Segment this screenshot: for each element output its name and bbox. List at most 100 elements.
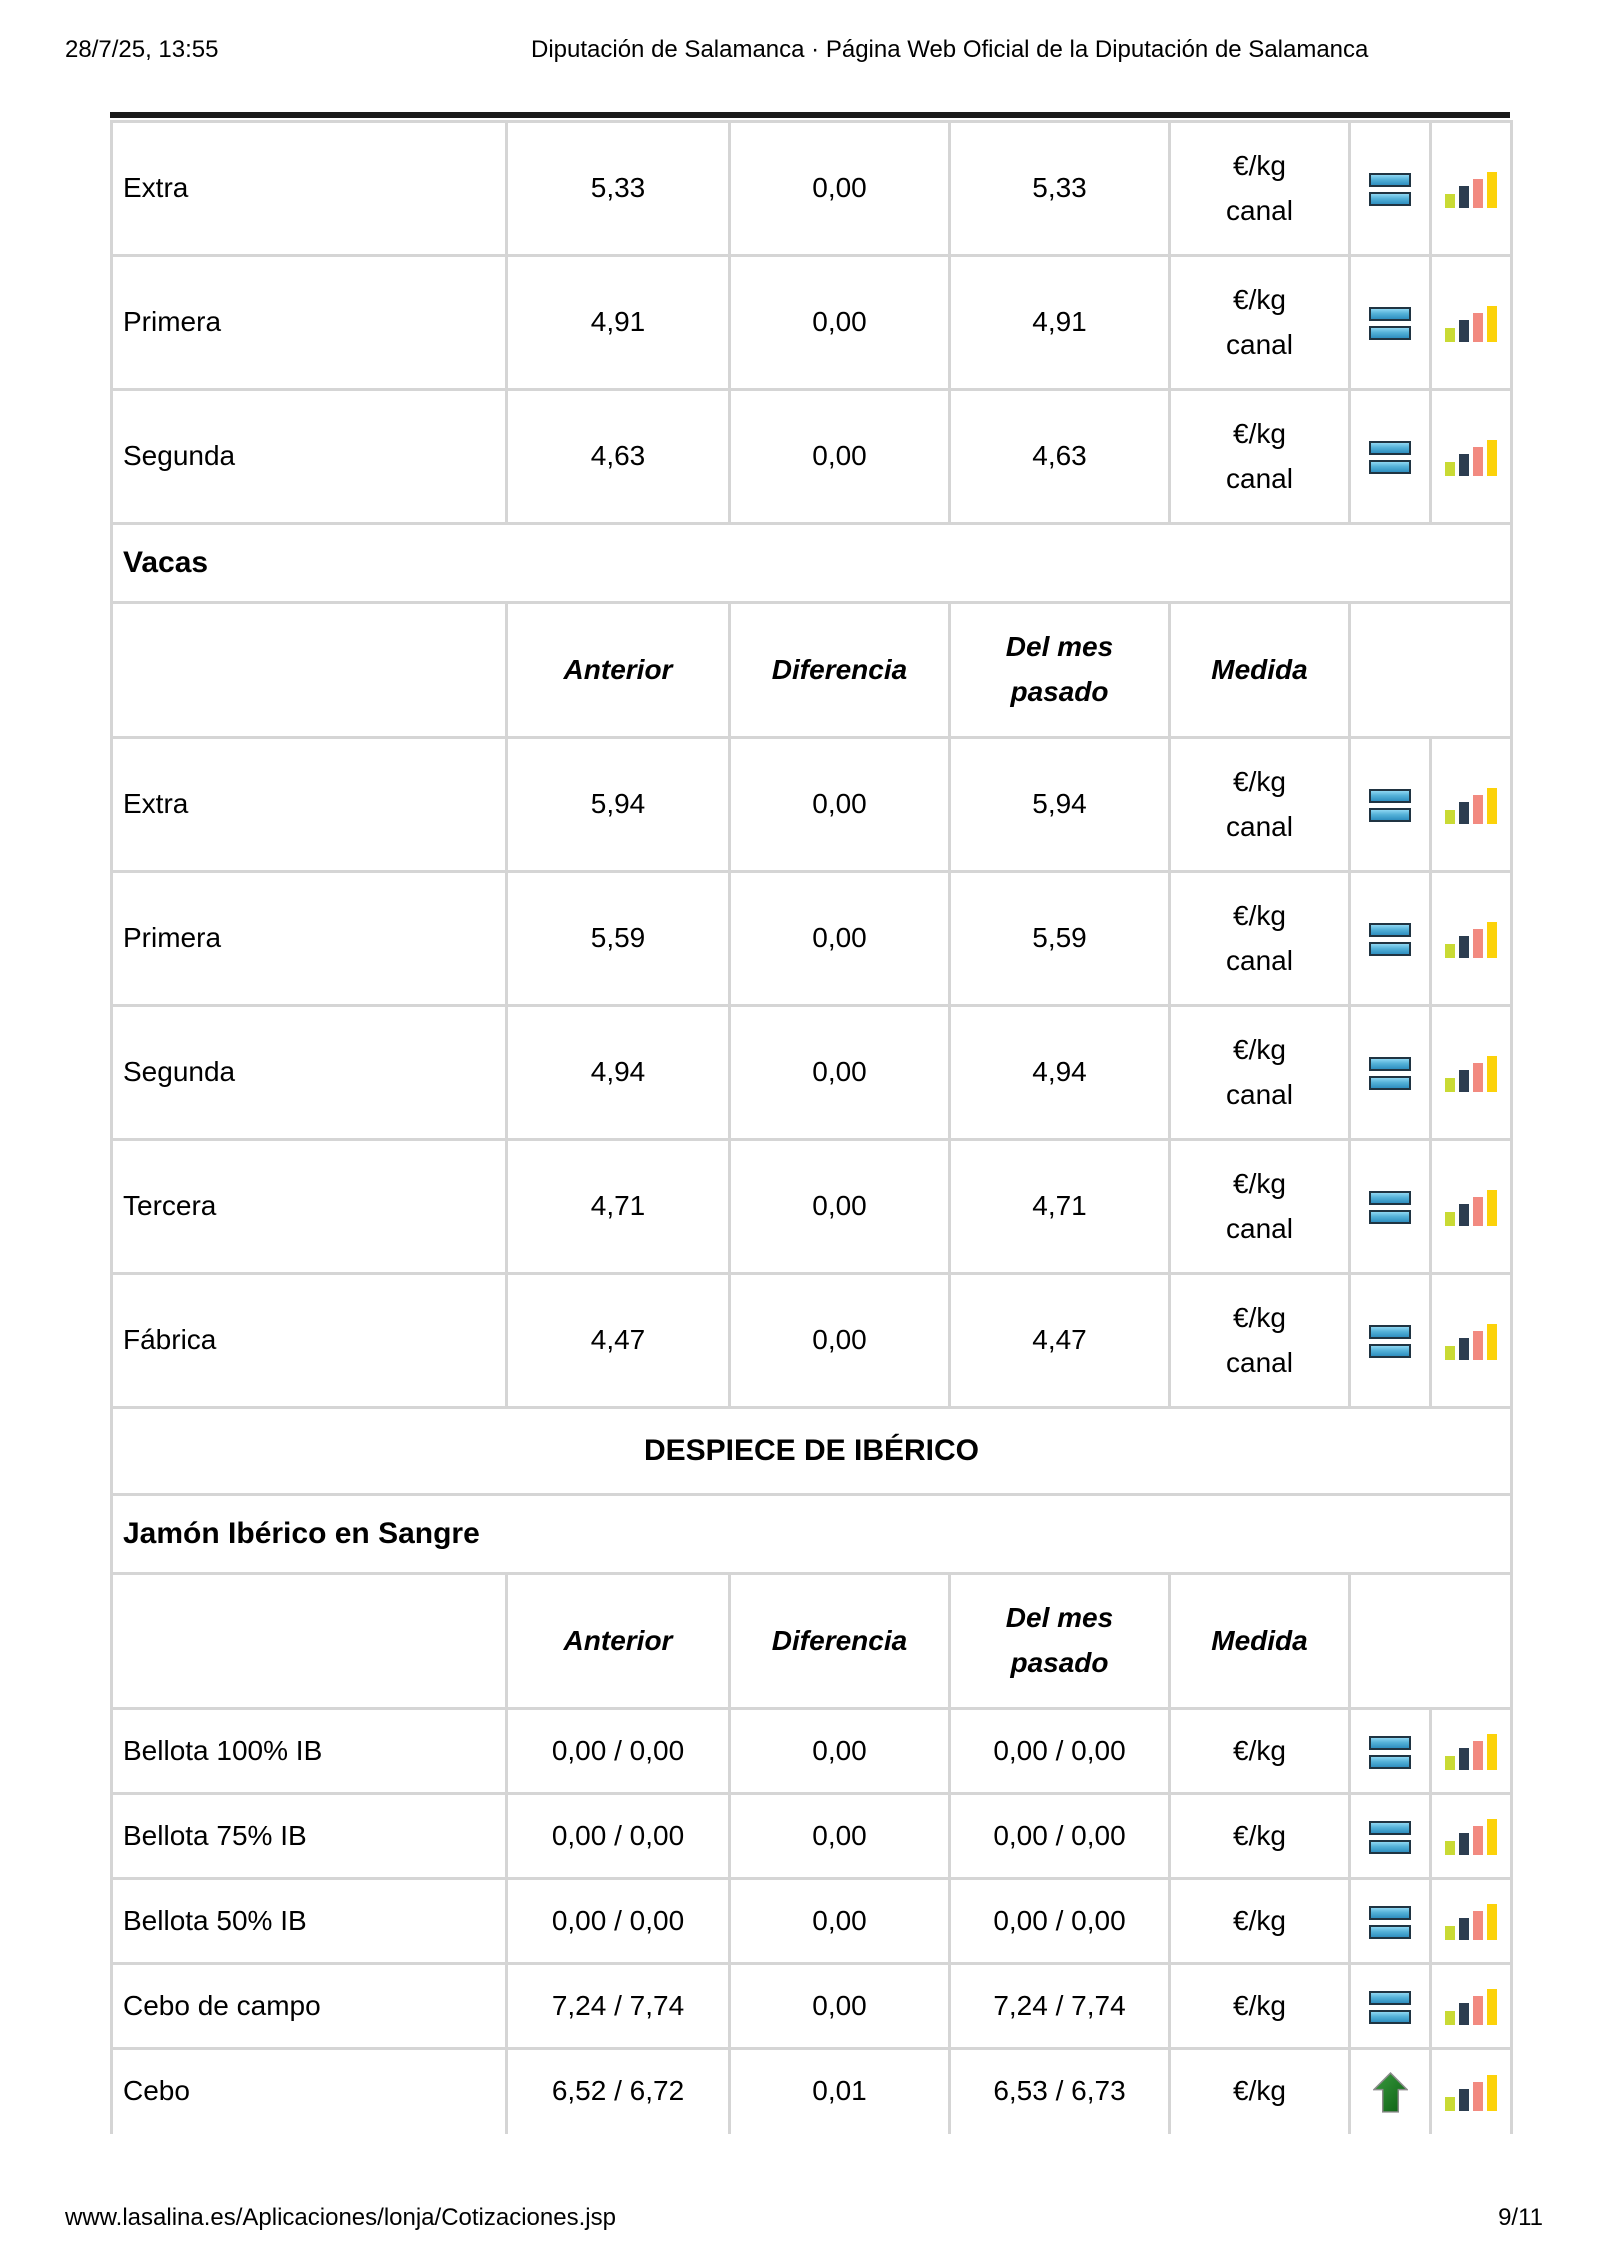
product-name: Fábrica bbox=[110, 1272, 508, 1409]
banner-row: DESPIECE DE IBÉRICO bbox=[110, 1406, 1513, 1496]
chart-cell bbox=[1429, 2047, 1513, 2134]
product-name: Segunda bbox=[110, 1004, 508, 1141]
diferencia-value: 0,00 bbox=[728, 736, 951, 873]
trend-cell bbox=[1348, 1272, 1432, 1409]
bar-chart-icon bbox=[1445, 787, 1497, 824]
bar-chart-icon bbox=[1445, 1989, 1497, 2026]
diferencia-value: 0,00 bbox=[728, 1877, 951, 1965]
column-header-diferencia: Diferencia bbox=[728, 1572, 951, 1710]
bar-chart-icon bbox=[1445, 1734, 1497, 1771]
trend-cell bbox=[1348, 1138, 1432, 1275]
table-row: Cebo de campo 7,24 / 7,74 0,00 7,24 / 7,… bbox=[110, 1962, 1513, 2050]
no-change-icon bbox=[1369, 789, 1411, 823]
del-mes-pasado-value: 6,53 / 6,73 bbox=[948, 2047, 1171, 2134]
column-header-anterior: Anterior bbox=[505, 1572, 731, 1710]
chart-cell bbox=[1429, 120, 1513, 257]
bar-chart-icon bbox=[1445, 1189, 1497, 1226]
product-name: Extra bbox=[110, 736, 508, 873]
bar-chart-icon bbox=[1445, 1323, 1497, 1360]
medida-value: €/kg canal bbox=[1168, 1272, 1351, 1409]
column-header-spacer bbox=[110, 601, 508, 739]
medida-value: €/kg canal bbox=[1168, 120, 1351, 257]
diferencia-value: 0,00 bbox=[728, 120, 951, 257]
anterior-value: 0,00 / 0,00 bbox=[505, 1877, 731, 1965]
no-change-icon bbox=[1369, 1905, 1411, 1939]
diferencia-value: 0,00 bbox=[728, 254, 951, 391]
anterior-value: 4,91 bbox=[505, 254, 731, 391]
product-name: Cebo bbox=[110, 2047, 508, 2134]
del-mes-pasado-value: 0,00 / 0,00 bbox=[948, 1792, 1171, 1880]
diferencia-value: 0,00 bbox=[728, 388, 951, 525]
product-name: Primera bbox=[110, 254, 508, 391]
anterior-value: 4,63 bbox=[505, 388, 731, 525]
product-name: Tercera bbox=[110, 1138, 508, 1275]
anterior-value: 4,47 bbox=[505, 1272, 731, 1409]
table-row: Segunda 4,63 0,00 4,63 €/kg canal bbox=[110, 388, 1513, 525]
anterior-value: 5,59 bbox=[505, 870, 731, 1007]
trend-cell bbox=[1348, 1962, 1432, 2050]
column-header-del-mes-pasado: Del mes pasado bbox=[948, 1572, 1171, 1710]
medida-value: €/kg bbox=[1168, 1707, 1351, 1795]
table-row: Primera 5,59 0,00 5,59 €/kg canal bbox=[110, 870, 1513, 1007]
no-change-icon bbox=[1369, 1735, 1411, 1769]
medida-value: €/kg canal bbox=[1168, 1004, 1351, 1141]
column-header-medida: Medida bbox=[1168, 1572, 1351, 1710]
table-row: Segunda 4,94 0,00 4,94 €/kg canal bbox=[110, 1004, 1513, 1141]
trend-cell bbox=[1348, 1877, 1432, 1965]
bar-chart-icon bbox=[1445, 171, 1497, 208]
del-mes-pasado-value: 4,91 bbox=[948, 254, 1171, 391]
trend-cell bbox=[1348, 870, 1432, 1007]
medida-value: €/kg canal bbox=[1168, 254, 1351, 391]
page-title: Diputación de Salamanca · Página Web Ofi… bbox=[531, 36, 1369, 63]
trend-cell bbox=[1348, 254, 1432, 391]
section-title: Jamón Ibérico en Sangre bbox=[110, 1493, 1513, 1575]
no-change-icon bbox=[1369, 1820, 1411, 1854]
section-row: Jamón Ibérico en Sangre bbox=[110, 1493, 1513, 1575]
table-row: Bellota 75% IB 0,00 / 0,00 0,00 0,00 / 0… bbox=[110, 1792, 1513, 1880]
column-header-del-mes-pasado: Del mes pasado bbox=[948, 601, 1171, 739]
section-title: Vacas bbox=[110, 522, 1513, 604]
trend-cell bbox=[1348, 1707, 1432, 1795]
product-name: Bellota 75% IB bbox=[110, 1792, 508, 1880]
no-change-icon bbox=[1369, 1057, 1411, 1091]
column-header-medida: Medida bbox=[1168, 601, 1351, 739]
no-change-icon bbox=[1369, 441, 1411, 475]
anterior-value: 7,24 / 7,74 bbox=[505, 1962, 731, 2050]
product-name: Primera bbox=[110, 870, 508, 1007]
product-name: Segunda bbox=[110, 388, 508, 525]
medida-value: €/kg canal bbox=[1168, 870, 1351, 1007]
cotizaciones-table: Extra 5,33 0,00 5,33 €/kg canal Primera … bbox=[110, 120, 1513, 2134]
chart-cell bbox=[1429, 1004, 1513, 1141]
bar-chart-icon bbox=[1445, 439, 1497, 476]
table-banner-title: DESPIECE DE IBÉRICO bbox=[110, 1406, 1513, 1496]
del-mes-pasado-value: 4,94 bbox=[948, 1004, 1171, 1141]
diferencia-value: 0,00 bbox=[728, 1792, 951, 1880]
price-up-icon bbox=[1371, 2072, 1409, 2114]
no-change-icon bbox=[1369, 173, 1411, 207]
medida-value: €/kg canal bbox=[1168, 1138, 1351, 1275]
table-row: Extra 5,94 0,00 5,94 €/kg canal bbox=[110, 736, 1513, 873]
anterior-value: 6,52 / 6,72 bbox=[505, 2047, 731, 2134]
del-mes-pasado-value: 4,63 bbox=[948, 388, 1171, 525]
column-header-row: Anterior Diferencia Del mes pasado Medid… bbox=[110, 1572, 1513, 1710]
section-row: Vacas bbox=[110, 522, 1513, 604]
no-change-icon bbox=[1369, 1990, 1411, 2024]
column-header-diferencia: Diferencia bbox=[728, 601, 951, 739]
diferencia-value: 0,00 bbox=[728, 1004, 951, 1141]
chart-cell bbox=[1429, 1962, 1513, 2050]
chart-cell bbox=[1429, 1272, 1513, 1409]
column-header-anterior: Anterior bbox=[505, 601, 731, 739]
trend-cell bbox=[1348, 1004, 1432, 1141]
medida-value: €/kg bbox=[1168, 2047, 1351, 2134]
trend-cell bbox=[1348, 388, 1432, 525]
column-header-spacer bbox=[110, 1572, 508, 1710]
del-mes-pasado-value: 4,47 bbox=[948, 1272, 1171, 1409]
table-row: Primera 4,91 0,00 4,91 €/kg canal bbox=[110, 254, 1513, 391]
medida-value: €/kg canal bbox=[1168, 736, 1351, 873]
anterior-value: 4,71 bbox=[505, 1138, 731, 1275]
print-footer: www.lasalina.es/Aplicaciones/lonja/Cotiz… bbox=[0, 2206, 1600, 2236]
anterior-value: 5,33 bbox=[505, 120, 731, 257]
bar-chart-icon bbox=[1445, 1055, 1497, 1092]
chart-cell bbox=[1429, 736, 1513, 873]
medida-value: €/kg bbox=[1168, 1877, 1351, 1965]
